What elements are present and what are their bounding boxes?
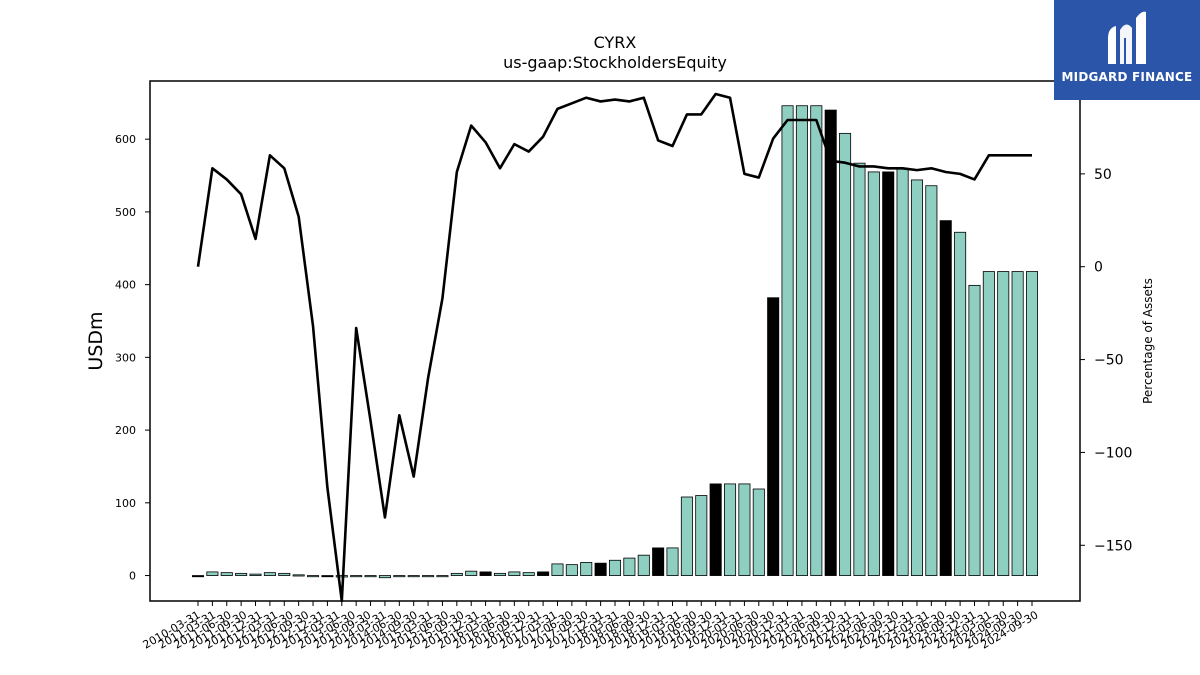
bar-2022-09-30 [910, 179, 923, 576]
y-tick-label: 100 [115, 497, 136, 510]
bar-2011-12-31 [292, 574, 305, 577]
y2-tick-label: 0 [1094, 260, 1103, 276]
bar-2020-09-30 [795, 105, 808, 576]
bar-2015-12-31 [522, 572, 535, 576]
bar-2019-03-31 [709, 483, 722, 576]
bar-2022-12-31 [925, 185, 938, 576]
bar-2015-09-30 [508, 571, 521, 576]
percentage-line-series [196, 92, 1032, 603]
y-tick-label: 400 [115, 279, 136, 292]
y-tick-label: 300 [115, 351, 136, 364]
y-axis-label: USDm [85, 311, 107, 370]
bar-2010-03-31 [191, 575, 205, 578]
bar-2020-03-31 [767, 297, 780, 576]
bar-2023-06-30 [954, 231, 967, 576]
bar-2020-06-30 [781, 105, 794, 576]
bar-2022-06-30 [896, 167, 909, 576]
y2-axis-label: Percentage of Assets [1141, 278, 1155, 404]
bar-series [191, 105, 1039, 579]
x-axis: 2010-03-312011-03-312011-06-302011-09-30… [141, 601, 1041, 652]
bar-2013-12-31 [407, 575, 420, 578]
bar-2014-03-31 [422, 575, 435, 578]
y-tick-label: 200 [115, 424, 136, 437]
brand-name: MIDGARD FINANCE [1061, 70, 1193, 84]
bar-2010-09-30 [220, 572, 233, 576]
bar-2013-09-30 [393, 575, 406, 578]
bar-2012-12-31 [350, 575, 363, 578]
bar-2019-09-30 [738, 483, 751, 576]
midgard-logo-icon [1108, 11, 1146, 65]
bar-2024-06-30 [1011, 271, 1024, 576]
bar-2015-03-31 [479, 571, 492, 576]
bar-2014-06-30 [436, 575, 449, 578]
bar-2016-09-30 [565, 564, 578, 576]
bar-2018-12-31 [695, 495, 708, 576]
bar-2023-09-30 [968, 284, 981, 576]
bar-2016-12-31 [580, 562, 593, 576]
chart-title: CYRX [594, 33, 637, 52]
bar-2021-12-31 [867, 171, 880, 576]
y2-tick-label: −150 [1094, 538, 1132, 554]
bar-2017-03-31 [594, 562, 607, 576]
chart-subtitle: us-gaap:StockholdersEquity [503, 53, 727, 72]
bar-2012-06-30 [321, 575, 334, 578]
bar-2013-03-31 [364, 575, 377, 578]
y-tick-label: 0 [129, 570, 136, 583]
bar-2015-06-30 [493, 572, 506, 576]
bar-2021-03-31 [824, 109, 837, 576]
bar-2014-09-30 [450, 572, 463, 576]
bar-2011-06-30 [263, 572, 276, 576]
bar-2019-12-31 [752, 488, 765, 576]
y-tick-label: 600 [115, 133, 136, 146]
y-tick-label: 500 [115, 206, 136, 219]
bar-2012-03-31 [307, 575, 320, 578]
bar-2018-06-30 [666, 547, 679, 576]
bar-2024-03-31 [997, 271, 1010, 576]
bar-2018-03-31 [652, 547, 665, 576]
y2-tick-label: −100 [1094, 445, 1132, 461]
bar-2011-09-30 [278, 572, 291, 576]
bar-2014-12-31 [465, 570, 478, 576]
y2-tick-label: 50 [1094, 167, 1112, 183]
y-axis-right: −150 −100 −50 0 50 [1080, 167, 1132, 554]
bar-2010-06-30 [206, 571, 219, 576]
bar-2017-12-31 [637, 554, 650, 576]
bar-2021-06-30 [839, 132, 852, 576]
bar-2019-06-30 [724, 483, 737, 576]
bar-2016-06-30 [551, 563, 564, 576]
bar-2024-09-30 [1025, 271, 1039, 576]
y2-tick-label: −50 [1094, 353, 1124, 369]
bar-2023-03-31 [939, 220, 952, 576]
bar-2013-06-30 [378, 575, 391, 579]
brand-logo: MIDGARD FINANCE [1054, 0, 1200, 100]
percentage-of-assets-line [196, 92, 1032, 603]
bar-2017-09-30 [623, 557, 636, 576]
bar-2018-09-30 [680, 496, 693, 576]
bar-2016-03-31 [537, 571, 550, 576]
bar-2011-03-31 [249, 573, 262, 576]
bar-2021-09-30 [853, 162, 866, 576]
y-axis-left: 0 100 200 300 400 500 600 [115, 133, 150, 583]
bar-2023-12-31 [982, 271, 995, 576]
bar-2017-06-30 [608, 559, 622, 576]
bar-2010-12-31 [235, 572, 248, 576]
bar-2022-03-31 [882, 171, 895, 576]
bar-2020-12-31 [810, 105, 823, 576]
